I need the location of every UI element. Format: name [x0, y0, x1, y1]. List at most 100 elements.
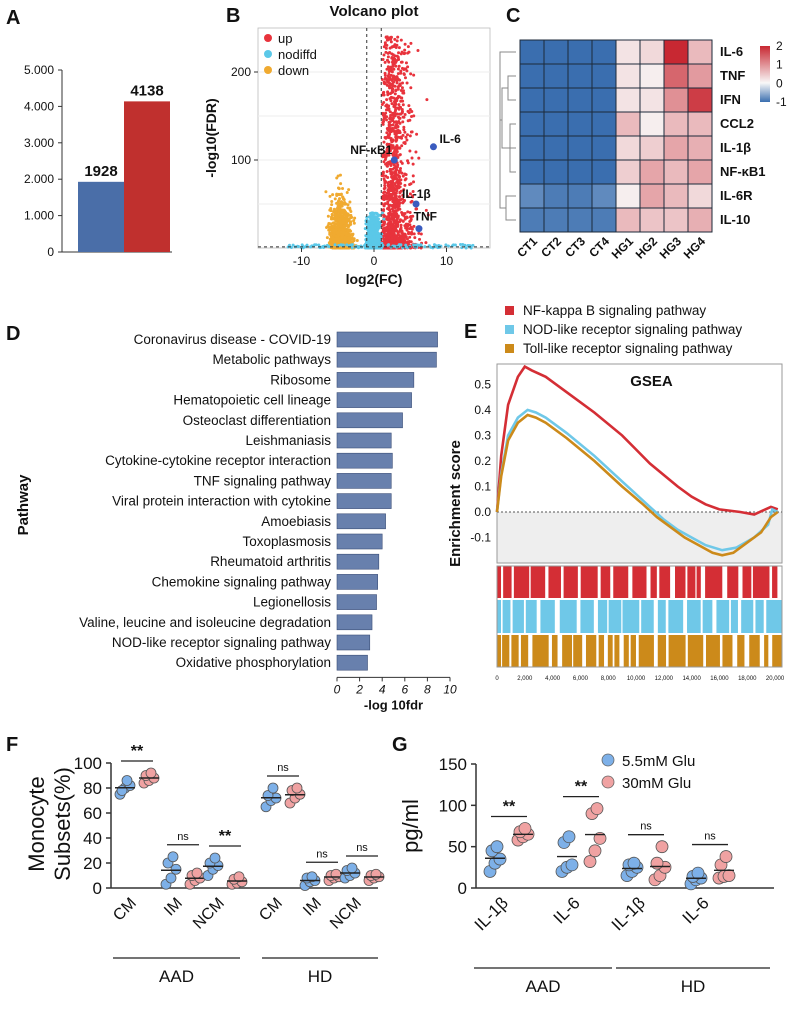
scatter-point-down	[329, 208, 333, 212]
barcode-gap	[732, 635, 738, 667]
scatter-point-down	[326, 214, 330, 218]
heatmap-cell	[591, 87, 617, 113]
scatter-point-nodiff	[340, 243, 344, 247]
pathway-bar	[336, 634, 371, 651]
heatmap-cell	[615, 111, 641, 137]
heatmap-cell	[687, 135, 713, 161]
scatter-point-up	[403, 48, 407, 52]
heatmap-column-label: CT2	[538, 234, 564, 260]
scatter-point-down	[329, 215, 333, 219]
scatter-point-up	[408, 220, 412, 224]
scatter-point-up	[419, 232, 423, 236]
panel-label-b: B	[226, 5, 240, 27]
data-point	[719, 850, 733, 863]
scatter-point-up	[392, 74, 396, 78]
scatter-point-up	[400, 210, 404, 214]
scatter-point-up	[393, 114, 397, 118]
barcode-gap	[737, 600, 742, 633]
scatter-point-up	[398, 112, 402, 116]
barcode-gap	[509, 635, 512, 667]
dendrogram-branch	[501, 87, 508, 149]
scatter-point-up	[405, 138, 409, 142]
significance-label: **	[131, 743, 144, 760]
scatter-point-up	[390, 128, 394, 132]
pathway-bar	[336, 574, 378, 590]
barcode-gap	[763, 600, 767, 633]
color-legend-label: 0	[776, 76, 783, 90]
significance-label: ns	[704, 831, 716, 843]
scatter-point-up	[410, 227, 414, 231]
scatter-point-down	[337, 199, 341, 203]
scatter-point-up	[383, 158, 387, 162]
scatter-point-up	[394, 184, 398, 188]
scatter-point-up	[412, 73, 416, 77]
pathway-label: Viral protein interaction with cytokine	[112, 494, 331, 509]
enrichment-line	[495, 364, 779, 516]
heatmap-cell	[663, 87, 689, 113]
scatter-point-up	[402, 128, 406, 132]
scatter-point-down	[338, 220, 342, 224]
significance-label: ns	[316, 848, 328, 860]
highlighted-gene-point	[390, 156, 398, 164]
scatter-point-up	[383, 202, 387, 206]
scatter-point-up	[385, 131, 389, 135]
scatter-point-down	[334, 225, 338, 229]
data-point	[346, 862, 358, 874]
scatter-point-up	[385, 108, 389, 112]
barcode-gap	[518, 635, 521, 667]
heatmap-cell	[519, 183, 545, 209]
pathway-bar	[336, 473, 392, 489]
heatmap-cell	[591, 111, 617, 137]
heatmap-row-label: IFN	[720, 92, 741, 107]
heatmap-row-label: IL-1β	[720, 140, 751, 155]
highlighted-gene-label: TNF	[414, 210, 437, 224]
scatter-point-up	[382, 120, 386, 124]
y-tick-label: 0	[93, 879, 102, 898]
scatter-point-up	[402, 72, 406, 76]
scatter-point-up	[409, 240, 413, 244]
scatter-point-down	[339, 201, 343, 205]
heatmap-cell	[543, 111, 569, 137]
barcode-gap	[722, 566, 728, 598]
y-axis-label-line-2: Subsets(%)	[50, 767, 75, 881]
data-point	[370, 868, 382, 880]
pathway-label: Toxoplasmosis	[242, 534, 331, 549]
scatter-point-up	[402, 125, 406, 129]
panel-g-cytokine-dot-plot: 0 50 100 150 ** IL-1β ** IL-6 ns IL-1β ns IL-6 AAD HD…	[398, 753, 774, 996]
scatter-point-down	[341, 231, 345, 235]
scatter-point-up	[409, 41, 413, 45]
legend-marker	[264, 50, 272, 58]
heatmap-cell	[639, 207, 665, 233]
scatter-point-up	[393, 193, 397, 197]
scatter-point-down	[335, 231, 339, 235]
heatmap-cell	[639, 159, 665, 185]
scatter-point-up	[410, 109, 414, 113]
scatter-point-up	[397, 57, 401, 61]
scatter-point-nodiff	[367, 215, 371, 219]
scatter-point-up	[401, 103, 405, 107]
scatter-point-up	[394, 210, 398, 214]
data-point	[722, 869, 736, 882]
scatter-point-down	[331, 193, 335, 197]
scatter-point-nodiff	[380, 211, 384, 215]
dendrogram-branch	[499, 120, 506, 209]
scatter-point-up	[381, 113, 385, 117]
scatter-point-up	[402, 67, 406, 71]
scatter-point-up	[385, 35, 389, 39]
negative-region	[497, 511, 782, 563]
scatter-point-up	[382, 177, 386, 181]
scatter-point-down	[338, 173, 342, 177]
scatter-point-up	[396, 106, 400, 110]
barcode-gap	[670, 566, 676, 598]
scatter-point-up	[410, 156, 414, 160]
barcode-band	[497, 635, 782, 667]
scatter-point-up	[383, 82, 387, 86]
scatter-point-nodiff	[377, 231, 381, 235]
scatter-point-up	[382, 90, 386, 94]
scatter-point-up	[388, 97, 392, 101]
x-tick-label: 2,000	[517, 676, 533, 682]
data-point	[170, 863, 182, 875]
y-tick-label: 40	[83, 829, 102, 848]
scatter-point-up	[383, 60, 387, 64]
y-axis-label: pg/ml	[398, 799, 423, 853]
